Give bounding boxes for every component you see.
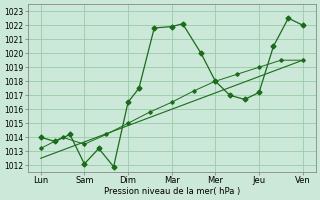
X-axis label: Pression niveau de la mer( hPa ): Pression niveau de la mer( hPa ) bbox=[104, 187, 240, 196]
